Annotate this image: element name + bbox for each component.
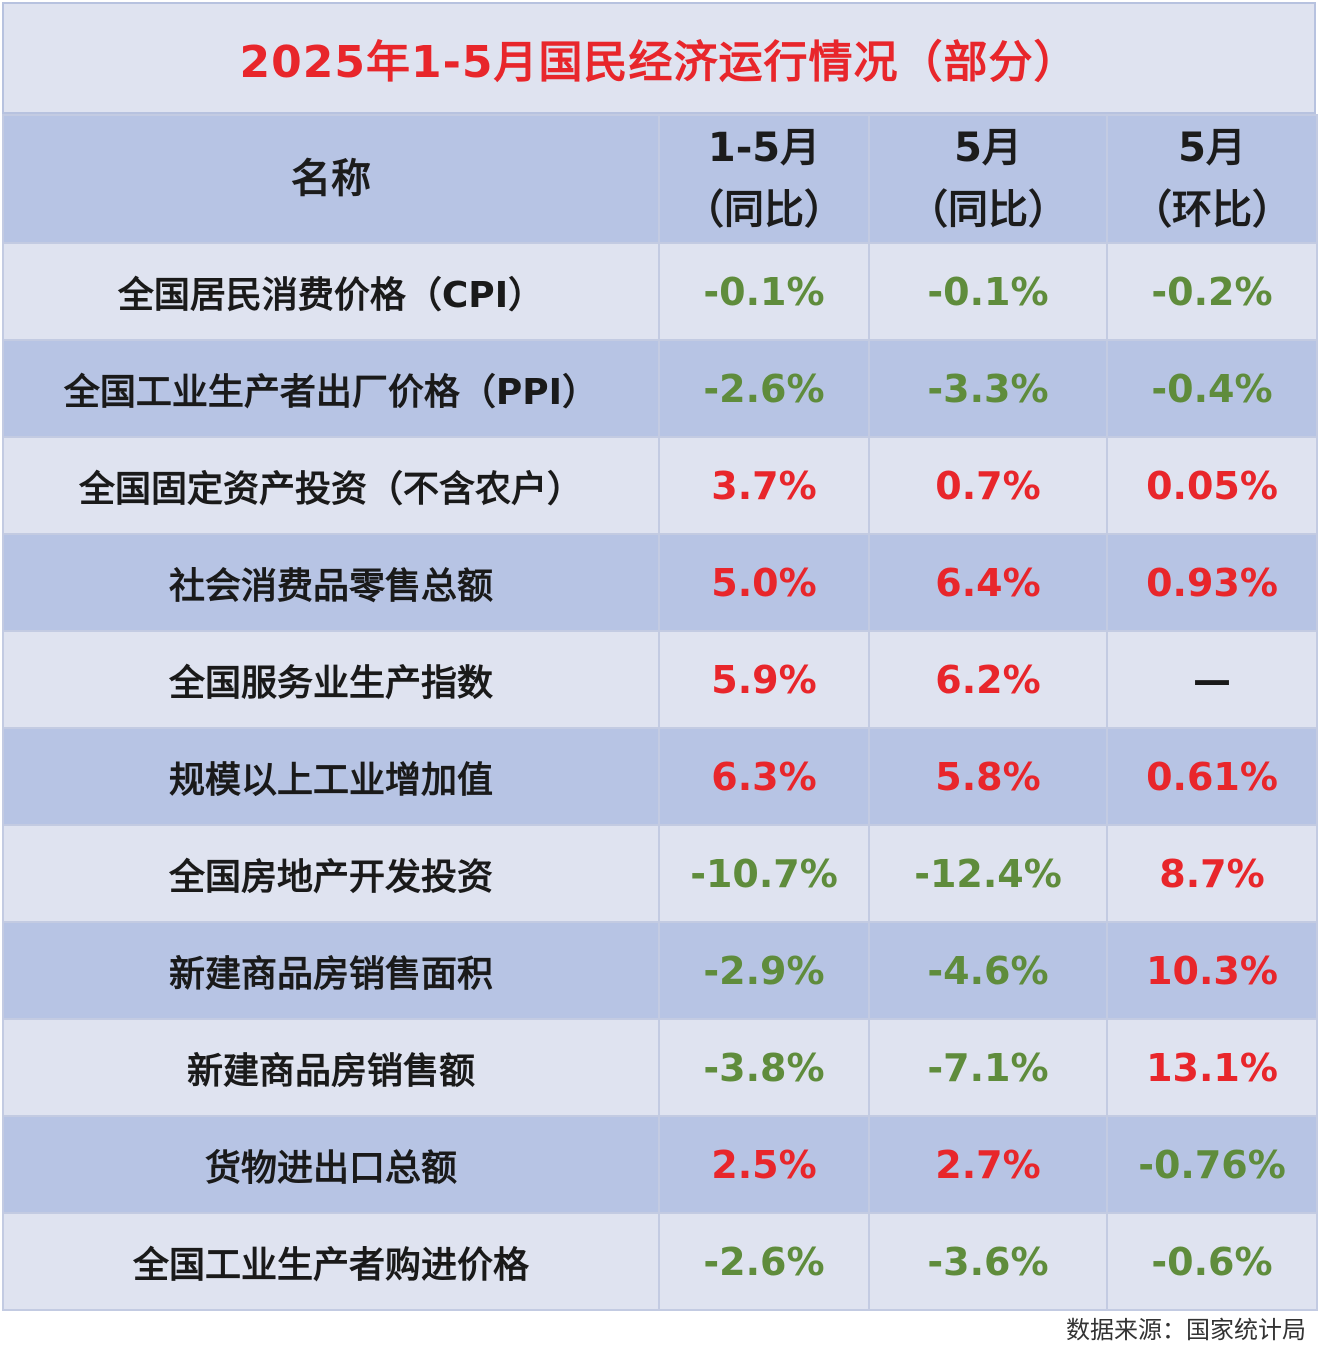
value-ytd-yoy: -2.6% — [658, 1212, 870, 1311]
value-may-mom: -0.6% — [1106, 1212, 1318, 1311]
header-ytd-yoy: 1-5月 （同比） — [658, 114, 870, 244]
value-ytd-yoy: -3.8% — [658, 1018, 870, 1117]
value-may-yoy: 2.7% — [868, 1115, 1108, 1214]
value-may-yoy: -3.3% — [868, 339, 1108, 438]
table-row: 新建商品房销售额 -3.8% -7.1% 13.1% — [2, 1018, 1318, 1117]
value-may-mom: 0.61% — [1106, 727, 1318, 826]
economic-data-table: 名称 1-5月 （同比） 5月 （同比） 5月 （环比） 全国居民消费价格（CPI） -… — [2, 114, 1318, 1311]
value-may-mom: 13.1% — [1106, 1018, 1318, 1117]
row-name-cell: 全国服务业生产指数 — [2, 630, 660, 729]
value-may-mom: 0.93% — [1106, 533, 1318, 632]
row-name-cell: 全国居民消费价格（CPI） — [2, 242, 660, 341]
value-ytd-yoy: 6.3% — [658, 727, 870, 826]
value-ytd-yoy: -2.6% — [658, 339, 870, 438]
data-table-container: 2025年1-5月国民经济运行情况（部分） 名称 1-5月 （同比） 5月 （同比）… — [2, 2, 1318, 1311]
table-title: 2025年1-5月国民经济运行情况（部分） — [2, 2, 1316, 114]
value-may-mom: 10.3% — [1106, 921, 1318, 1020]
table-row: 全国固定资产投资（不含农户） 3.7% 0.7% 0.05% — [2, 436, 1318, 535]
value-may-mom: — — [1106, 630, 1318, 729]
value-may-yoy: -12.4% — [868, 824, 1108, 923]
value-may-yoy: 0.7% — [868, 436, 1108, 535]
header-may-yoy: 5月 （同比） — [868, 114, 1108, 244]
table-row: 全国工业生产者出厂价格（PPI） -2.6% -3.3% -0.4% — [2, 339, 1318, 438]
table-row: 规模以上工业增加值 6.3% 5.8% 0.61% — [2, 727, 1318, 826]
table-row: 全国服务业生产指数 5.9% 6.2% — — [2, 630, 1318, 729]
value-ytd-yoy: 2.5% — [658, 1115, 870, 1214]
row-name-cell: 全国工业生产者购进价格 — [2, 1212, 660, 1311]
value-may-mom: 8.7% — [1106, 824, 1318, 923]
table-row: 全国房地产开发投资 -10.7% -12.4% 8.7% — [2, 824, 1318, 923]
value-may-mom: -0.4% — [1106, 339, 1318, 438]
value-ytd-yoy: -0.1% — [658, 242, 870, 341]
table-row: 新建商品房销售面积 -2.9% -4.6% 10.3% — [2, 921, 1318, 1020]
value-may-mom: -0.2% — [1106, 242, 1318, 341]
table-row: 社会消费品零售总额 5.0% 6.4% 0.93% — [2, 533, 1318, 632]
value-may-yoy: -7.1% — [868, 1018, 1108, 1117]
value-ytd-yoy: 5.9% — [658, 630, 870, 729]
value-may-mom: -0.76% — [1106, 1115, 1318, 1214]
data-source-note: 数据来源：国家统计局 — [1066, 1316, 1306, 1344]
row-name-cell: 新建商品房销售额 — [2, 1018, 660, 1117]
table-row: 货物进出口总额 2.5% 2.7% -0.76% — [2, 1115, 1318, 1214]
value-may-yoy: 6.4% — [868, 533, 1108, 632]
header-may-mom: 5月 （环比） — [1106, 114, 1318, 244]
row-name-cell: 全国固定资产投资（不含农户） — [2, 436, 660, 535]
value-may-yoy: 6.2% — [868, 630, 1108, 729]
value-may-yoy: -0.1% — [868, 242, 1108, 341]
row-name-cell: 货物进出口总额 — [2, 1115, 660, 1214]
value-may-yoy: 5.8% — [868, 727, 1108, 826]
value-ytd-yoy: 3.7% — [658, 436, 870, 535]
row-name-cell: 全国工业生产者出厂价格（PPI） — [2, 339, 660, 438]
row-name-cell: 全国房地产开发投资 — [2, 824, 660, 923]
row-name-cell: 社会消费品零售总额 — [2, 533, 660, 632]
value-ytd-yoy: 5.0% — [658, 533, 870, 632]
table-row: 全国居民消费价格（CPI） -0.1% -0.1% -0.2% — [2, 242, 1318, 341]
value-ytd-yoy: -10.7% — [658, 824, 870, 923]
header-name: 名称 — [2, 114, 660, 244]
value-ytd-yoy: -2.9% — [658, 921, 870, 1020]
table-row: 全国工业生产者购进价格 -2.6% -3.6% -0.6% — [2, 1212, 1318, 1311]
row-name-cell: 新建商品房销售面积 — [2, 921, 660, 1020]
value-may-yoy: -4.6% — [868, 921, 1108, 1020]
header-row: 名称 1-5月 （同比） 5月 （同比） 5月 （环比） — [2, 114, 1318, 244]
value-may-yoy: -3.6% — [868, 1212, 1108, 1311]
value-may-mom: 0.05% — [1106, 436, 1318, 535]
row-name-cell: 规模以上工业增加值 — [2, 727, 660, 826]
